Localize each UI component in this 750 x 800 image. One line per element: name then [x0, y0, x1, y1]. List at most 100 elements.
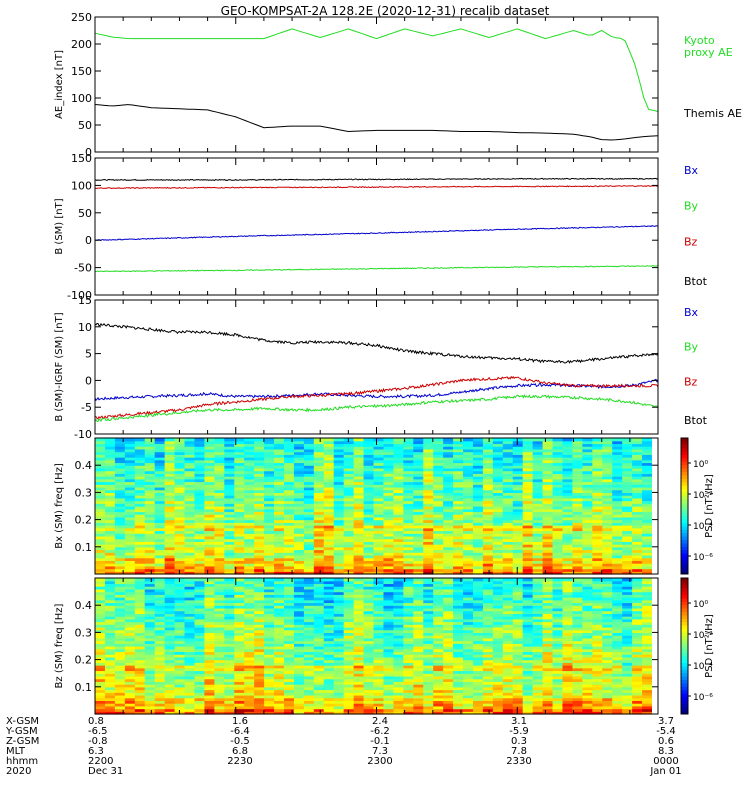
spectrogram-cell — [443, 467, 454, 472]
spectrogram-cell — [313, 560, 325, 564]
spectrogram-cell — [333, 640, 345, 644]
spectrogram-cell — [463, 632, 474, 636]
spectrogram-cell — [443, 571, 454, 575]
spectrogram-cell — [572, 637, 583, 642]
spectrogram-cell — [472, 632, 484, 636]
spectrogram-cell — [244, 684, 255, 688]
spectrogram-cell — [254, 438, 265, 442]
spectrogram-cell — [512, 552, 524, 556]
spectrogram-cell — [264, 635, 275, 639]
spectrogram-cell — [144, 503, 156, 507]
spectrogram-cell — [492, 667, 504, 672]
spectrogram-cell — [602, 560, 613, 564]
spectrogram-cell — [383, 689, 394, 693]
spectrogram-cell — [423, 503, 434, 507]
spectrogram-cell — [124, 684, 136, 688]
spectrogram-cell — [194, 440, 206, 445]
spectrogram-cell — [343, 626, 355, 631]
spectrogram-cell — [154, 681, 166, 685]
spectrogram-cell — [134, 500, 146, 504]
spectrogram-cell — [204, 662, 215, 666]
spectrogram-cell — [602, 703, 613, 707]
spectrogram-cell — [482, 670, 494, 674]
spectrogram-cell — [472, 711, 484, 715]
spectrogram-cell — [433, 508, 444, 513]
spectrogram-cell — [572, 476, 583, 480]
spectrogram-cell — [433, 637, 444, 642]
spectrogram-cell — [433, 700, 444, 704]
spectrogram-cell — [174, 497, 186, 502]
spectrogram-cell — [95, 438, 106, 442]
spectrogram-cell — [274, 552, 285, 556]
spectrogram-cell — [642, 571, 653, 575]
spectrogram-cell — [532, 667, 544, 672]
spectrogram-cell — [274, 637, 285, 642]
spectrogram-cell — [582, 662, 593, 666]
spectrogram-cell — [642, 678, 653, 682]
spectrogram-cell — [472, 662, 484, 666]
spectrogram-cell — [532, 492, 544, 496]
spectrogram-cell — [373, 675, 385, 680]
spectrogram-cell — [204, 673, 215, 677]
spectrogram-cell — [204, 703, 215, 707]
spectrogram-cell — [333, 684, 345, 688]
spectrogram-cell — [632, 565, 643, 570]
spectrogram-cell — [612, 552, 623, 556]
spectrogram-cell — [293, 637, 305, 642]
spectrogram-cell — [443, 438, 454, 442]
spectrogram-cell — [184, 689, 196, 693]
spectrogram-cell — [283, 700, 295, 704]
spectrogram-cell — [214, 478, 225, 483]
spectrogram-cell — [134, 448, 146, 453]
spectrogram-cell — [532, 711, 544, 715]
spectrogram-cell — [502, 451, 514, 455]
spectrogram-cell — [612, 519, 623, 523]
spectrogram-cell — [264, 681, 275, 685]
spectrogram-cell — [313, 525, 325, 529]
spectrogram-cell — [154, 648, 166, 653]
spectrogram-cell — [423, 626, 434, 631]
spectrogram-cell — [622, 492, 633, 496]
spectrogram-cell — [164, 462, 176, 466]
spectrogram-cell — [254, 446, 265, 450]
spectrogram-cell — [502, 632, 514, 636]
spectrogram-cell — [323, 673, 335, 677]
spectrogram-cell — [343, 708, 355, 712]
spectrogram-cell — [413, 675, 424, 680]
spectrogram-cell — [562, 656, 574, 661]
spectrogram-cell — [522, 476, 534, 480]
spectrogram-cell — [443, 533, 454, 537]
spectrogram-cell — [363, 522, 375, 526]
spectrogram-cell — [582, 506, 593, 510]
spectrogram-cell — [104, 538, 116, 542]
spectrogram-cell — [274, 462, 285, 466]
spectrogram-cell — [214, 654, 225, 658]
spectrogram-cell — [423, 535, 434, 540]
spectrogram-cell — [443, 703, 454, 707]
spectrogram-cell — [612, 554, 623, 559]
spectrogram-cell — [413, 462, 424, 466]
spectrogram-cell — [433, 665, 444, 669]
spectrogram-cell — [642, 451, 653, 455]
spectrogram-cell — [323, 525, 335, 529]
spectrogram-cell — [184, 497, 196, 502]
spectrogram-cell — [95, 541, 106, 545]
spectrogram-cell — [532, 654, 544, 658]
spectrogram-cell — [214, 621, 225, 625]
spectrogram-cell — [194, 446, 206, 450]
spectrogram-cell — [373, 705, 385, 710]
spectrogram-cell — [522, 546, 534, 551]
spectrogram-cell — [224, 568, 235, 572]
spectrogram-cell — [184, 489, 196, 493]
spectrogram-cell — [234, 438, 245, 442]
spectrogram-cell — [532, 541, 544, 545]
spectrogram-cell — [194, 530, 206, 534]
spectrogram-cell — [184, 552, 196, 556]
spectrogram-cell — [154, 624, 166, 628]
spectrogram-cell — [433, 659, 444, 663]
spectrogram-cell — [642, 457, 653, 461]
spectrogram-cell — [194, 511, 206, 515]
spectrogram-cell — [472, 675, 484, 680]
spectrogram-cell — [632, 637, 643, 642]
